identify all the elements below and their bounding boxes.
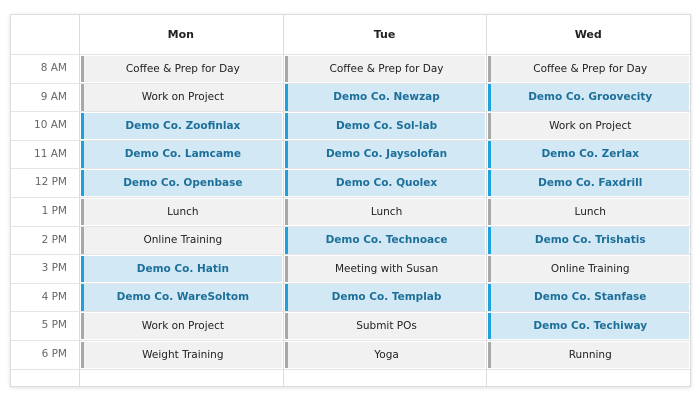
- row-divider: [11, 82, 690, 84]
- event-cell[interactable]: Meeting with Susan: [284, 255, 486, 283]
- event-cell[interactable]: Weight Training: [81, 341, 282, 369]
- event-cell[interactable]: Demo Co. Stanfase: [488, 284, 690, 311]
- event-cell[interactable]: Demo Co. Newzap: [284, 84, 486, 111]
- event-cell[interactable]: Work on Project: [81, 312, 282, 340]
- event-cell[interactable]: Work on Project: [81, 84, 282, 111]
- row-divider: [11, 225, 690, 227]
- column-divider: [282, 15, 284, 386]
- event-cell[interactable]: Demo Co. Lamcame: [81, 141, 282, 168]
- event-cell[interactable]: Demo Co. Jaysolofan: [284, 141, 486, 168]
- event-cell[interactable]: Coffee & Prep for Day: [488, 55, 690, 83]
- column-divider: [79, 15, 80, 386]
- event-cell[interactable]: Coffee & Prep for Day: [81, 55, 282, 83]
- day-header: Wed: [574, 28, 602, 41]
- event-cell[interactable]: Online Training: [81, 227, 282, 254]
- event-cell[interactable]: Lunch: [81, 198, 282, 226]
- schedule: Mon Tue Wed 8 AM Coffee & Prep for Day Coffee…: [10, 14, 691, 387]
- time-label: 12 PM: [34, 176, 67, 189]
- event-cell[interactable]: Demo Co. Trishatis: [488, 227, 690, 254]
- time-label: 10 AM: [34, 119, 67, 132]
- time-label: 2 PM: [41, 233, 67, 246]
- row-divider: [11, 340, 690, 341]
- time-label: 6 PM: [41, 348, 67, 360]
- event-cell[interactable]: Demo Co. Technoace: [284, 227, 486, 254]
- event-cell[interactable]: Demo Co. Groovecity: [488, 84, 690, 111]
- event-cell[interactable]: Lunch: [284, 198, 486, 226]
- event-cell[interactable]: Demo Co. Techiway: [488, 312, 690, 340]
- row-divider: [11, 254, 690, 256]
- time-label: 9 AM: [40, 90, 67, 103]
- event-cell[interactable]: Demo Co. Faxdrill: [488, 169, 690, 197]
- event-cell[interactable]: Work on Project: [488, 112, 690, 140]
- time-label: 3 PM: [41, 262, 67, 275]
- row-divider: [11, 368, 690, 370]
- time-label: 5 PM: [41, 319, 67, 332]
- row-divider: [11, 311, 690, 313]
- event-cell[interactable]: Demo Co. Hatin: [81, 255, 282, 283]
- event-cell[interactable]: Online Training: [488, 255, 690, 283]
- event-cell[interactable]: Demo Co. Openbase: [81, 169, 282, 197]
- event-cell[interactable]: Demo Co. Sol-lab: [284, 112, 486, 140]
- event-cell[interactable]: Coffee & Prep for Day: [284, 55, 486, 83]
- event-cell[interactable]: Yoga: [284, 341, 486, 369]
- row-divider: [11, 54, 690, 55]
- time-label: 4 PM: [41, 290, 67, 303]
- day-header: Mon: [167, 28, 195, 41]
- row-divider: [11, 197, 690, 198]
- time-label: 11 AM: [34, 147, 67, 160]
- event-cell[interactable]: Demo Co. Zerlax: [488, 141, 690, 168]
- event-cell[interactable]: Demo Co. WareSoltom: [81, 284, 282, 311]
- row-divider: [11, 168, 690, 170]
- event-cell[interactable]: Running: [488, 341, 690, 369]
- event-cell[interactable]: Demo Co. Templab: [284, 284, 486, 311]
- column-divider: [486, 15, 488, 386]
- row-divider: [11, 139, 690, 141]
- time-label: 1 PM: [41, 205, 67, 217]
- event-cell[interactable]: Demo Co. Quolex: [284, 169, 486, 197]
- day-header: Tue: [373, 28, 396, 41]
- event-cell[interactable]: Lunch: [488, 198, 690, 226]
- row-divider: [11, 111, 690, 113]
- event-cell[interactable]: Submit POs: [284, 312, 486, 340]
- event-cell[interactable]: Demo Co. Zoofinlax: [81, 112, 282, 140]
- row-divider: [11, 282, 690, 284]
- time-label: 8 AM: [40, 62, 67, 74]
